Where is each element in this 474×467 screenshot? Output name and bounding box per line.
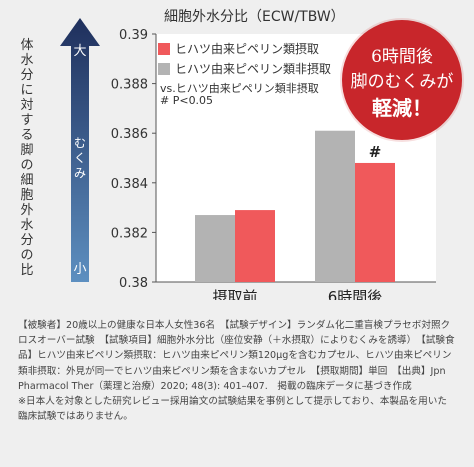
y-axis-label-char: 比	[20, 263, 34, 278]
arrow-middle-label-char: む	[73, 136, 86, 150]
y-axis-label-char: の	[20, 158, 34, 173]
arrow-shape	[60, 18, 100, 282]
y-axis-label-char: 外	[20, 203, 34, 218]
legend-label-non-intake: ヒハツ由来ピペリン類非摂取	[175, 62, 332, 76]
arrow-bottom-label: 小	[73, 262, 87, 277]
arrow-middle-label-char: み	[73, 166, 86, 180]
y-tick-label: 0.38	[119, 276, 148, 291]
y-axis-label-char: 対	[20, 98, 34, 113]
y-tick-label: 0.386	[111, 127, 148, 142]
swelling-arrow: 大 むくみ 小	[60, 18, 100, 282]
arrow-top-label: 大	[73, 44, 87, 59]
bar-intake	[355, 162, 395, 282]
y-axis-label: 体水分に対する脚の細胞外水分の比	[12, 38, 42, 278]
footnote: 【被験者】20歳以上の健康な日本人女性36名 【試験デザイン】ランダム化二重盲検…	[18, 318, 456, 424]
y-axis-label-char: に	[20, 83, 34, 98]
y-axis-label-char: す	[20, 113, 34, 128]
y-axis-label-char: 胞	[20, 188, 34, 203]
y-axis-label-char: る	[20, 128, 34, 143]
legend-swatch-non-intake	[158, 63, 170, 75]
y-tick-label: 0.39	[119, 28, 148, 43]
arrow-middle-label: むくみ	[60, 136, 100, 181]
y-axis-label-char: 細	[20, 173, 34, 188]
y-tick-label: 0.388	[111, 78, 148, 93]
y-tick-label: 0.382	[111, 226, 148, 241]
bar-non-intake	[315, 130, 355, 282]
x-tick-label: 摂取前	[212, 288, 257, 300]
y-tick-label: 0.384	[111, 177, 148, 192]
significance-mark: #	[369, 143, 382, 161]
badge-line-2: 脚のむくみが	[350, 72, 454, 92]
badge-line-3: 軽減！	[372, 96, 432, 120]
significance-note: # P<0.05	[160, 94, 214, 107]
bar-intake	[235, 210, 275, 282]
legend-label-intake: ヒハツ由来ピペリン類摂取	[175, 42, 320, 56]
y-axis-label-char: 体	[20, 38, 34, 53]
bar-non-intake	[195, 215, 235, 282]
legend-swatch-intake	[158, 43, 170, 55]
badge-line-1: 6時間後	[371, 47, 433, 67]
comparison-note: vs.ヒハツ由来ピペリン類非摂取	[160, 82, 319, 95]
y-axis-label-char: 分	[20, 233, 34, 248]
arrow-graphic	[60, 18, 100, 282]
y-axis-label-char: の	[20, 248, 34, 263]
y-axis-label-char: 水	[20, 53, 34, 68]
x-tick-label: 6時間後	[328, 288, 383, 300]
result-badge: 6時間後 脚のむくみが 軽減！	[342, 20, 462, 140]
arrow-middle-label-char: く	[73, 151, 86, 165]
y-axis-label-char: 水	[20, 218, 34, 233]
y-axis-label-char: 脚	[20, 143, 34, 158]
chart-title: 細胞外水分比（ECW/TBW）	[164, 9, 345, 25]
footnote-study-details: 【被験者】20歳以上の健康な日本人女性36名 【試験デザイン】ランダム化二重盲検…	[18, 320, 455, 392]
footnote-disclaimer: ※日本人を対象とした研究レビュー採用論文の試験結果を事例として提示しており、本製…	[18, 396, 447, 423]
y-axis-label-char: 分	[20, 68, 34, 83]
